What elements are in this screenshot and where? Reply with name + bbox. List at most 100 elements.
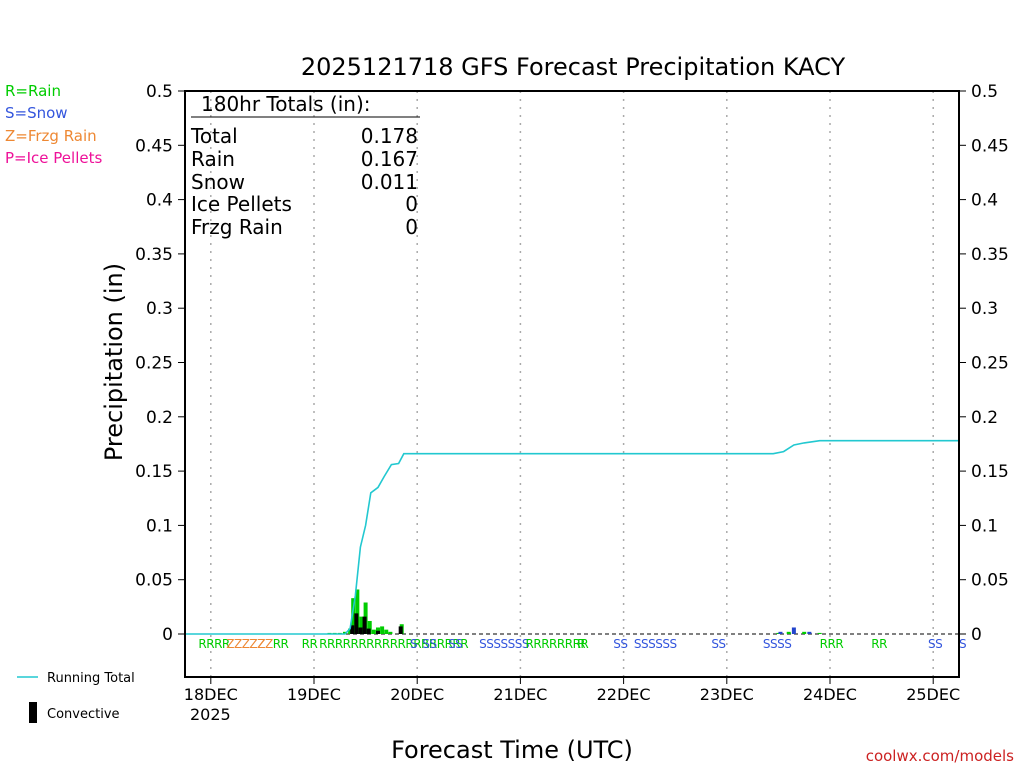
- y-tick-label-left: 0.1: [146, 516, 173, 536]
- bar-precipitation: [802, 631, 807, 634]
- precip-type-code: SSSSSSS: [479, 637, 529, 651]
- bar-precipitation: [380, 626, 385, 634]
- bar-snow: [791, 627, 796, 634]
- y-tick-label-left: 0.15: [135, 462, 173, 482]
- legend-running-total: Running Total: [47, 671, 135, 686]
- bar-precipitation: [348, 628, 353, 634]
- precip-type-code: RR: [302, 637, 318, 651]
- precip-type-code: ZZ: [257, 637, 273, 651]
- bar-precipitation: [388, 631, 393, 634]
- bar-convective: [362, 616, 367, 634]
- totals-snow-label: Snow: [191, 170, 245, 194]
- site-credit: coolwx.com/models: [866, 747, 1014, 765]
- precip-type-code: SSSSSS: [634, 637, 677, 651]
- y-tick-label-left: 0: [162, 625, 173, 645]
- totals-box: 180hr Totals (in): Total 0.178 Rain 0.16…: [190, 92, 420, 239]
- legend-frzg-rain: Z=Frzg Rain: [5, 127, 97, 145]
- totals-frzg-label: Frzg Rain: [191, 215, 283, 239]
- legend-convective-swatch: [29, 702, 37, 723]
- totals-ice-label: Ice Pellets: [191, 192, 292, 216]
- y-tick-label-right: 0.45: [971, 136, 1009, 156]
- bar-snow: [807, 631, 812, 634]
- y-tick-label-right: 0.15: [971, 462, 1009, 482]
- bar-precipitation: [786, 631, 791, 634]
- precip-type-code: RR: [871, 637, 887, 651]
- year-label: 2025: [190, 705, 231, 724]
- y-tick-label-right: 0.05: [971, 571, 1009, 591]
- bar-convective: [354, 613, 359, 634]
- y-tick-label-left: 0.4: [146, 191, 173, 211]
- y-tick-label-left: 0.2: [146, 408, 173, 428]
- y-tick-label-left: 0.05: [135, 571, 173, 591]
- legend-ice-pellets: P=Ice Pellets: [5, 149, 102, 167]
- y-tick-label-left: 0.25: [135, 354, 173, 374]
- precip-type-code: RRR: [820, 637, 844, 651]
- x-tick-label: 21DEC: [493, 685, 547, 704]
- precip-type-code: SS: [613, 637, 627, 651]
- totals-rain-value: 0.167: [361, 147, 418, 171]
- y-tick-label-right: 0.2: [971, 408, 998, 428]
- x-tick-label: 20DEC: [390, 685, 444, 704]
- totals-frzg-value: 0: [405, 215, 418, 239]
- bar-precipitation: [367, 620, 372, 634]
- y-tick-label-left: 0.45: [135, 136, 173, 156]
- running-total-line: [185, 439, 959, 635]
- totals-total-value: 0.178: [361, 124, 418, 148]
- bar-precipitation: [817, 632, 822, 634]
- x-tick-label: 18DEC: [184, 685, 238, 704]
- precip-type-code: SS: [928, 637, 942, 651]
- precip-type-code: S: [410, 637, 417, 651]
- series-lines: [185, 439, 959, 635]
- totals-ice-value: 0: [405, 192, 418, 216]
- y-tick-label-right: 0.35: [971, 245, 1009, 265]
- y-tick-label-right: 0: [971, 625, 982, 645]
- bar-precipitation: [355, 589, 360, 634]
- y-tick-label-right: 0.25: [971, 354, 1009, 374]
- precip-type-code: RRRR: [198, 637, 230, 651]
- precip-type-code: RRRRRRRR: [526, 637, 589, 651]
- totals-snow-value: 0.011: [361, 170, 418, 194]
- x-tick-label: 25DEC: [906, 685, 960, 704]
- bar-convective: [366, 628, 371, 634]
- precip-type-code: SS: [448, 637, 462, 651]
- totals-rain-label: Rain: [191, 147, 235, 171]
- bar-convective: [375, 630, 380, 634]
- chart-title: 2025121718 GFS Forecast Precipitation KA…: [301, 53, 846, 81]
- precip-type-code: ZZZZZ: [226, 637, 265, 651]
- bar-convective: [350, 625, 355, 634]
- bar-convective: [358, 627, 363, 634]
- legend-rain: R=Rain: [5, 82, 61, 100]
- precip-type-code: SS: [711, 637, 725, 651]
- precip-type-code: R: [577, 637, 585, 651]
- legend-snow: S=Snow: [5, 104, 68, 122]
- y-tick-label-left: 0.5: [146, 82, 173, 102]
- y-axis-title: Precipitation (in): [100, 263, 128, 461]
- bar-precipitation: [384, 629, 389, 634]
- y-tick-label-right: 0.3: [971, 299, 998, 319]
- gridlines: [185, 91, 959, 677]
- bar-precipitation: [351, 598, 356, 634]
- bar-precipitation: [359, 616, 364, 634]
- totals-heading: 180hr Totals (in):: [201, 92, 371, 116]
- x-tick-label: 22DEC: [597, 685, 651, 704]
- y-tick-label-left: 0.3: [146, 299, 173, 319]
- plot-frame: [184, 90, 960, 678]
- bar-precipitation: [371, 629, 376, 634]
- precip-type-code: SSSS: [763, 637, 791, 651]
- bar-snow: [778, 631, 783, 634]
- x-axis-title: Forecast Time (UTC): [391, 736, 633, 764]
- legend-convective: Convective: [47, 707, 120, 722]
- y-tick-label-left: 0.35: [135, 245, 173, 265]
- y-ticks: 0 00.05 0.050.1 0.10.15 0.150.2 0.20.25 0.250.…: [135, 82, 1009, 645]
- y-tick-label-right: 0.5: [971, 82, 998, 102]
- bar-convective: [398, 626, 403, 634]
- totals-total-label: Total: [190, 124, 238, 148]
- bar-precipitation: [776, 632, 781, 634]
- x-tick-label: 23DEC: [700, 685, 754, 704]
- precip-type-code: RR: [273, 637, 289, 651]
- precip-bars: [327, 589, 822, 634]
- y-tick-label-right: 0.1: [971, 516, 998, 536]
- precip-type-code: S: [959, 637, 966, 651]
